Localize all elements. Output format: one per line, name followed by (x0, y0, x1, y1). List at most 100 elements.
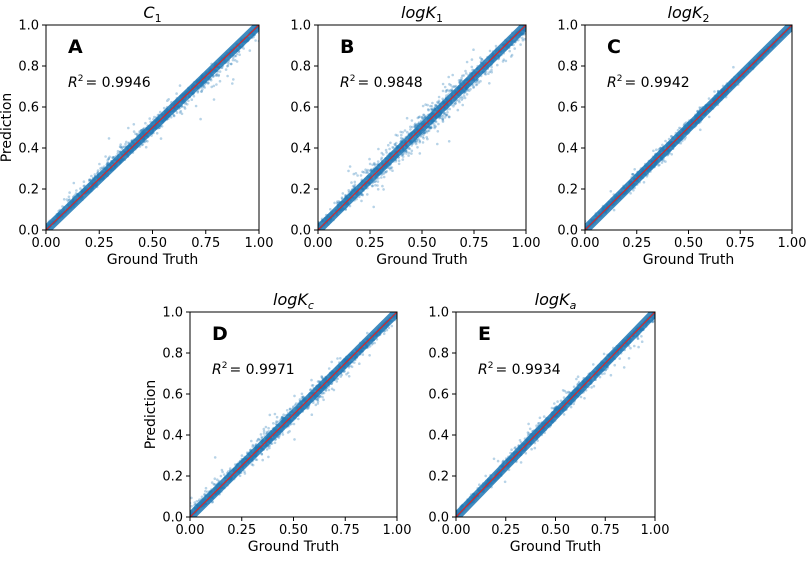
r2-value: = 0.9848 (357, 75, 422, 91)
scatter-point (441, 115, 445, 118)
scatter-point (96, 169, 100, 172)
scatter-point (311, 384, 315, 387)
panel-letter: B (340, 36, 354, 58)
scatter-point (212, 98, 216, 101)
scatter-point (422, 113, 425, 117)
scatter-point (390, 166, 394, 169)
scatter-point (441, 89, 445, 93)
scatter-point (402, 152, 405, 155)
scatter-point (396, 134, 399, 137)
scatter-point (377, 177, 380, 180)
scatter-point (457, 99, 461, 102)
scatter-point (233, 59, 237, 62)
scatter-point (447, 115, 451, 119)
scatter-point (65, 198, 69, 201)
scatter-point (62, 198, 66, 201)
scatter-point (479, 79, 482, 83)
scatter-point (140, 129, 143, 132)
panel-b: 0.00 0.25 0.50 0.75 1.000.00.20.40.60.81.0lo… (290, 3, 540, 251)
scatter-point (175, 111, 179, 114)
scatter-point (82, 184, 86, 188)
scatter-point (453, 85, 457, 89)
scatter-point (360, 199, 363, 203)
scatter-point (380, 176, 383, 179)
scatter-point (376, 180, 380, 183)
scatter-point (132, 130, 136, 133)
scatter-point (347, 189, 351, 192)
scatter-point (172, 114, 176, 118)
scatter-point (437, 122, 440, 126)
scatter-point (470, 65, 474, 69)
scatter-point (112, 156, 115, 159)
scatter-point (235, 52, 239, 56)
scatter-point (361, 193, 365, 197)
scatter-point (276, 420, 279, 424)
y-tick-label: 0.4 (557, 142, 578, 157)
scatter-point (219, 474, 223, 478)
scatter-point (504, 59, 508, 63)
scatter-point (232, 56, 235, 60)
scatter-point (422, 113, 426, 117)
y-tick-label: 0.0 (290, 224, 311, 239)
scatter-point (187, 99, 190, 103)
scatter-point (366, 193, 369, 196)
scatter-point (488, 82, 491, 85)
scatter-point (371, 184, 374, 188)
y-tick-label: 0.8 (290, 60, 311, 75)
scatter-point (212, 84, 216, 88)
scatter-point (707, 115, 711, 119)
scatter-point (384, 148, 388, 152)
scatter-point (502, 58, 506, 61)
scatter-point (437, 95, 441, 99)
scatter-point (371, 163, 374, 167)
scatter-point (426, 129, 430, 132)
scatter-point (230, 62, 233, 66)
scatter-point (210, 85, 213, 89)
scatter-point (196, 91, 200, 94)
scatter-point (317, 380, 321, 383)
scatter-point (399, 136, 403, 140)
scatter-point (368, 169, 372, 172)
scatter-point (90, 174, 93, 178)
scatter-point (374, 183, 377, 187)
scatter-point (393, 143, 397, 147)
scatter-point (369, 168, 373, 171)
scatter-point (127, 126, 130, 130)
scatter-point (457, 79, 461, 82)
scatter-point (382, 175, 386, 179)
scatter-point (144, 145, 148, 149)
r2-value: = 0.9946 (85, 75, 150, 91)
scatter-point (448, 107, 452, 111)
scatter-point (461, 74, 464, 78)
scatter-point (119, 145, 123, 149)
scatter-point (118, 145, 122, 148)
scatter-point (445, 94, 448, 97)
scatter-point (426, 108, 430, 111)
scatter-point (238, 53, 241, 56)
y-tick-label: 0.8 (557, 60, 578, 75)
scatter-point (446, 111, 449, 114)
scatter-point (464, 72, 468, 75)
scatter-point (190, 98, 194, 101)
x-tick-label: 0.00 (304, 236, 333, 251)
scatter-point (167, 98, 170, 101)
scatter-point (523, 37, 526, 41)
scatter-point (162, 106, 166, 110)
scatter-point (192, 94, 196, 98)
scatter-point (458, 81, 461, 84)
scatter-point (415, 139, 419, 143)
scatter-point (248, 49, 252, 52)
y-tick-label: 1.0 (557, 19, 578, 34)
scatter-point (183, 105, 186, 109)
scatter-point (212, 483, 216, 486)
scatter-point (329, 208, 332, 211)
scatter-point (475, 83, 478, 87)
scatter-point (397, 159, 401, 162)
scatter-point (655, 148, 658, 151)
scatter-point (401, 155, 405, 158)
scatter-point (364, 171, 368, 174)
scatter-point (144, 121, 147, 125)
scatter-point (353, 180, 357, 184)
r2-symbol: R (68, 75, 78, 91)
scatter-point (376, 188, 380, 191)
